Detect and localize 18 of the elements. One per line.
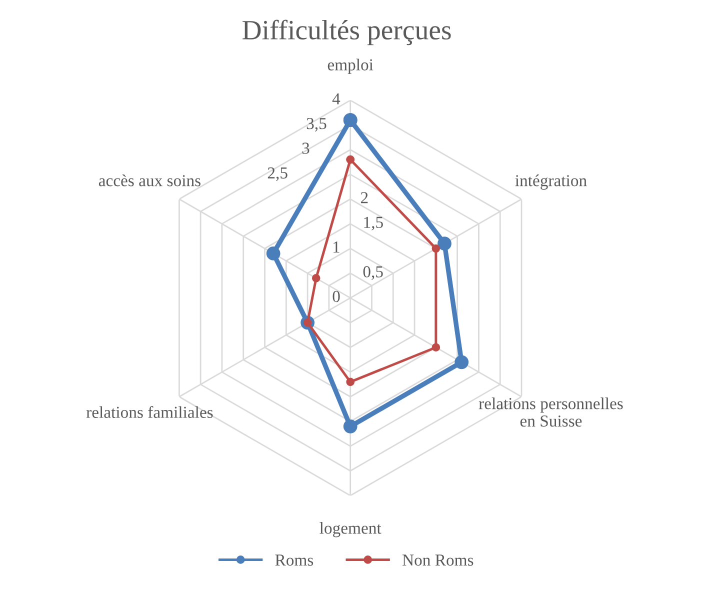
y-tick-label: 0: [332, 290, 340, 302]
spoke-label: logement: [320, 522, 382, 538]
y-tick-label: 1,5: [364, 216, 383, 230]
y-tick-label: 2,5: [268, 167, 288, 181]
spoke-label: relations familiales: [86, 406, 213, 418]
spoke-label: relations personnelles en Suisse: [478, 398, 623, 427]
spoke-label: intégration: [515, 174, 587, 190]
y-tick-label: 1: [334, 242, 340, 253]
chart-title: Difficultés perçues: [242, 20, 451, 46]
y-tick-label: 3: [302, 142, 310, 154]
spoke-label: emploi: [328, 58, 374, 74]
y-tick-label: 4: [332, 93, 340, 104]
y-tick-label: 0,5: [363, 266, 383, 280]
y-tick-label: 3,5: [306, 118, 326, 132]
legend-label: Non Roms: [402, 554, 474, 566]
spoke-label: accès aux soins: [98, 174, 200, 186]
legend-label: Roms: [275, 554, 314, 566]
y-tick-label: 2: [360, 192, 368, 204]
